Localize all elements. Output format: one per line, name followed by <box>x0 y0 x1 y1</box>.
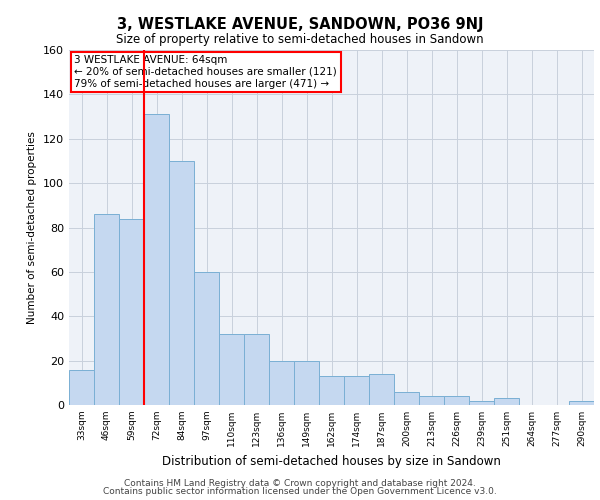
Bar <box>319 376 344 405</box>
Bar <box>569 400 594 405</box>
Text: 3 WESTLAKE AVENUE: 64sqm
← 20% of semi-detached houses are smaller (121)
79% of : 3 WESTLAKE AVENUE: 64sqm ← 20% of semi-d… <box>74 56 337 88</box>
Text: Size of property relative to semi-detached houses in Sandown: Size of property relative to semi-detach… <box>116 32 484 46</box>
Text: Contains HM Land Registry data © Crown copyright and database right 2024.: Contains HM Land Registry data © Crown c… <box>124 478 476 488</box>
Bar <box>269 360 294 405</box>
Y-axis label: Number of semi-detached properties: Number of semi-detached properties <box>28 131 37 324</box>
Text: Contains public sector information licensed under the Open Government Licence v3: Contains public sector information licen… <box>103 487 497 496</box>
Bar <box>119 218 144 405</box>
Bar <box>294 360 319 405</box>
Bar <box>144 114 169 405</box>
Bar <box>394 392 419 405</box>
Bar <box>69 370 94 405</box>
Bar <box>94 214 119 405</box>
Bar <box>494 398 519 405</box>
X-axis label: Distribution of semi-detached houses by size in Sandown: Distribution of semi-detached houses by … <box>162 454 501 468</box>
Bar <box>344 376 369 405</box>
Text: 3, WESTLAKE AVENUE, SANDOWN, PO36 9NJ: 3, WESTLAKE AVENUE, SANDOWN, PO36 9NJ <box>117 18 483 32</box>
Bar <box>219 334 244 405</box>
Bar <box>419 396 444 405</box>
Bar <box>169 161 194 405</box>
Bar <box>469 400 494 405</box>
Bar <box>244 334 269 405</box>
Bar <box>369 374 394 405</box>
Bar <box>444 396 469 405</box>
Bar <box>194 272 219 405</box>
